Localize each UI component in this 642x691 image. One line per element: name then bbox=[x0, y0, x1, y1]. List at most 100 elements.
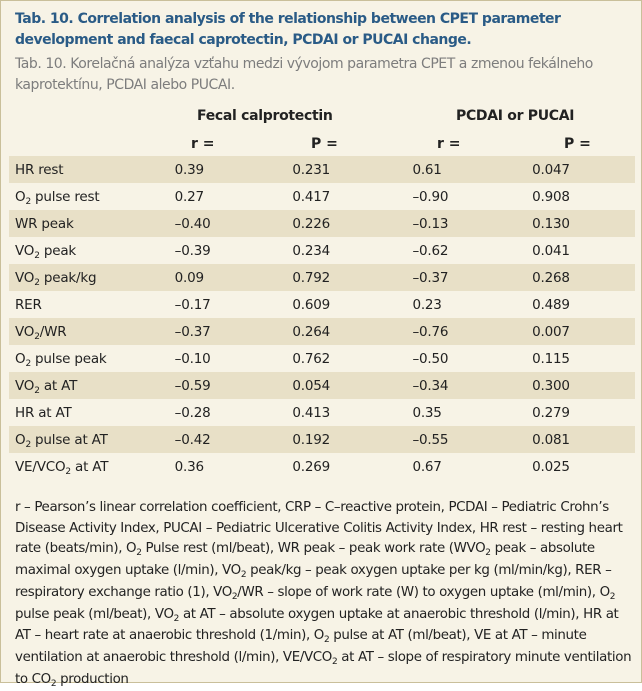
footnote-text: peak – absolute maximal oxygen uptake (l… bbox=[15, 541, 595, 579]
row-label: O2 pulse at AT bbox=[9, 426, 161, 453]
row-label: O2 pulse rest bbox=[9, 183, 161, 210]
row-label-subscript: 2 bbox=[25, 439, 31, 450]
cell-r1: –0.10 bbox=[174, 350, 211, 367]
cell-p2: 0.115 bbox=[532, 350, 570, 367]
footnote-subscript: 2 bbox=[240, 570, 247, 581]
cell-r2: –0.55 bbox=[412, 426, 533, 453]
cell-r1: 0.27 bbox=[174, 188, 204, 205]
row-label-text: O bbox=[15, 188, 26, 205]
footnote-subscript: 2 bbox=[50, 678, 57, 689]
cell-p2: 0.279 bbox=[532, 404, 570, 421]
cell-r1: 0.36 bbox=[174, 458, 204, 475]
table-row: RER –0.17 0.609 0.23 0.489 bbox=[9, 291, 635, 318]
table-row: VO2 at AT –0.59 0.054 –0.34 0.300 bbox=[9, 372, 635, 399]
cell-p1: 0.226 bbox=[292, 210, 413, 237]
footnote-subscript: 2 bbox=[173, 613, 180, 624]
cell-p2: 0.268 bbox=[532, 264, 635, 291]
row-label-text: VO bbox=[15, 323, 35, 340]
row-label: VE/VCO2 at AT bbox=[9, 453, 161, 480]
table-row: O2 pulse peak –0.10 0.762 –0.50 0.115 bbox=[9, 345, 635, 372]
row-label-text: VE/VCO bbox=[15, 458, 66, 475]
cell-p2: 0.041 bbox=[532, 242, 570, 259]
row-label-subscript: 2 bbox=[34, 277, 40, 288]
table-row: VO2 peak/kg 0.09 0.792 –0.37 0.268 bbox=[9, 264, 635, 291]
table-row: O2 pulse rest 0.27 0.417 –0.90 0.908 bbox=[9, 183, 635, 210]
cell-p2: 0.908 bbox=[532, 188, 570, 205]
table-row: VO2 peak –0.39 0.234 –0.62 0.041 bbox=[9, 237, 635, 264]
footnote-subscript: 2 bbox=[136, 548, 142, 559]
table-row: HR rest 0.39 0.231 0.61 0.047 bbox=[9, 156, 635, 183]
cell-p1: 0.054 bbox=[292, 372, 413, 399]
row-label-text: RER bbox=[15, 296, 42, 313]
footnote-text: r – Pearson’s linear correlation coeffic… bbox=[15, 500, 623, 557]
header-p-pcdai: P = bbox=[564, 136, 591, 152]
cell-r2: –0.13 bbox=[412, 210, 533, 237]
row-label: VO2/WR bbox=[9, 318, 161, 345]
row-label-text: pulse peak bbox=[30, 350, 107, 367]
row-label-text: pulse at AT bbox=[30, 431, 108, 448]
row-label: WR peak bbox=[9, 210, 161, 237]
cell-p1: 0.762 bbox=[292, 350, 331, 367]
cell-p2: 0.300 bbox=[532, 372, 635, 399]
row-label-text: peak bbox=[39, 242, 77, 259]
row-label-text: VO bbox=[15, 269, 35, 286]
table-row: VE/VCO2 at AT 0.36 0.269 0.67 0.025 bbox=[9, 453, 635, 480]
cell-r1: –0.37 bbox=[160, 318, 293, 345]
cell-p1: 0.269 bbox=[292, 458, 331, 475]
table-row: VO2/WR –0.37 0.264 –0.76 0.007 bbox=[9, 318, 635, 345]
footnote-text: at AT – absolute oxygen uptake at anaero… bbox=[15, 606, 619, 644]
footnote-text: production bbox=[56, 671, 129, 687]
row-label-subscript: 2 bbox=[34, 385, 40, 396]
row-label-text: O bbox=[15, 350, 26, 367]
header-r-fecal: r = bbox=[191, 136, 215, 152]
row-label: HR rest bbox=[9, 156, 161, 183]
footnote-text: pulse peak (ml/beat), VO bbox=[15, 606, 174, 622]
row-label-subscript: 2 bbox=[65, 466, 71, 477]
row-label-text: HR rest bbox=[15, 161, 64, 178]
row-label-subscript: 2 bbox=[34, 250, 40, 261]
cell-r2: –0.90 bbox=[412, 188, 449, 205]
footnote-subscript: 2 bbox=[231, 591, 238, 602]
cell-r2: 0.23 bbox=[412, 296, 442, 313]
cell-p2: 0.081 bbox=[532, 426, 635, 453]
table-row: O2 pulse at AT –0.42 0.192 –0.55 0.081 bbox=[9, 426, 635, 453]
table-row: HR at AT –0.28 0.413 0.35 0.279 bbox=[9, 399, 635, 426]
footnote-subscript: 2 bbox=[609, 591, 616, 602]
cell-r2: 0.61 bbox=[412, 156, 533, 183]
table-footnote: r – Pearson’s linear correlation coeffic… bbox=[15, 498, 635, 691]
row-label-text: VO bbox=[15, 242, 35, 259]
row-label-text: at AT bbox=[70, 458, 109, 475]
footnote-text: /WR – slope of work rate (W) to oxygen u… bbox=[237, 584, 610, 600]
cell-r1: 0.09 bbox=[160, 264, 293, 291]
footnote-text: Pulse rest (ml/beat), WR peak – peak wor… bbox=[141, 541, 486, 557]
header-fecal-calprotectin: Fecal calprotectin bbox=[197, 108, 333, 124]
footnote-text: peak/kg – peak oxygen uptake per kg (ml/… bbox=[15, 563, 612, 600]
footnote-subscript: 2 bbox=[332, 656, 338, 667]
cell-r1: –0.42 bbox=[160, 426, 293, 453]
correlation-table: HR rest 0.39 0.231 0.61 0.047 O2 pulse rest 0.… bbox=[9, 156, 635, 480]
cell-p1: 0.792 bbox=[292, 264, 413, 291]
row-label: VO2 peak bbox=[9, 237, 161, 264]
row-label: RER bbox=[9, 291, 161, 318]
cell-p1: 0.413 bbox=[292, 404, 331, 421]
row-label: VO2 at AT bbox=[9, 372, 161, 399]
table-title-english: Tab. 10. Correlation analysis of the rel… bbox=[15, 11, 561, 48]
row-label-text: peak/kg bbox=[39, 269, 97, 286]
row-label: HR at AT bbox=[9, 399, 161, 426]
row-label: O2 pulse peak bbox=[9, 345, 161, 372]
row-label-text: VO bbox=[15, 377, 35, 394]
row-label-text: O bbox=[15, 431, 26, 448]
row-label-text: pulse rest bbox=[30, 188, 100, 205]
cell-p2: 0.007 bbox=[532, 318, 635, 345]
cell-p1: 0.234 bbox=[292, 242, 331, 259]
cell-r1: –0.17 bbox=[174, 296, 211, 313]
cell-p2: 0.130 bbox=[532, 210, 635, 237]
cell-p2: 0.025 bbox=[532, 458, 570, 475]
header-pcdai-pucai: PCDAI or PUCAI bbox=[456, 108, 575, 124]
cell-r2: –0.62 bbox=[412, 242, 449, 259]
cell-r1: –0.28 bbox=[174, 404, 211, 421]
table-row: WR peak –0.40 0.226 –0.13 0.130 bbox=[9, 210, 635, 237]
cell-r2: 0.35 bbox=[412, 404, 442, 421]
row-label-text: at AT bbox=[39, 377, 78, 394]
